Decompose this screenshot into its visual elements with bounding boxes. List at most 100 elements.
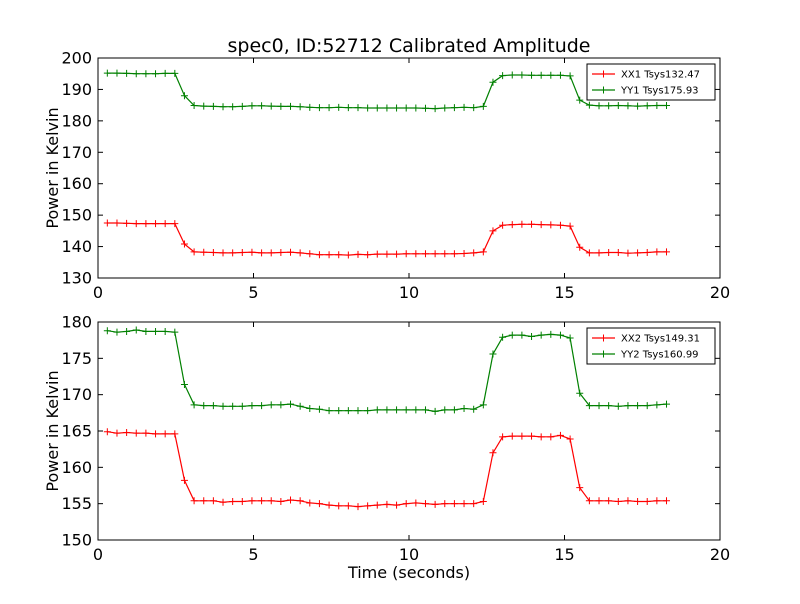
data-point (518, 220, 526, 228)
data-point (421, 250, 429, 258)
data-point (402, 250, 410, 258)
y-tick-label: 160 (61, 174, 92, 193)
data-point (258, 497, 266, 505)
data-point (200, 402, 208, 410)
y-tick-label: 130 (61, 269, 92, 288)
data-point (624, 102, 632, 110)
legend-box (586, 63, 716, 101)
data-point (344, 251, 352, 259)
data-point (547, 433, 555, 441)
data-point (499, 333, 507, 341)
data-point (132, 429, 140, 437)
data-point (277, 249, 285, 257)
data-point (306, 499, 314, 507)
x-axis-label: Time (seconds) (347, 563, 470, 582)
data-point (653, 248, 661, 256)
data-point (402, 104, 410, 112)
data-point (624, 402, 632, 410)
data-point (354, 250, 362, 258)
data-point (335, 407, 343, 415)
data-point (354, 407, 362, 415)
data-point (547, 71, 555, 79)
data-point (431, 105, 439, 113)
data-point (277, 102, 285, 110)
data-point (344, 502, 352, 510)
data-point (470, 104, 478, 112)
data-point (653, 401, 661, 409)
data-point (556, 331, 564, 339)
chart-title: spec0, ID:52712 Calibrated Amplitude (228, 35, 591, 57)
y-tick-label: 150 (61, 206, 92, 225)
x-tick-label: 0 (93, 545, 103, 564)
data-point (499, 72, 507, 80)
data-point (277, 497, 285, 505)
data-point (287, 102, 295, 110)
data-point (566, 435, 574, 443)
data-point (421, 500, 429, 508)
data-point (441, 250, 449, 258)
data-point (171, 430, 179, 438)
bottom-plot: 0 5 10 15 20 150 155 160 165 170 175 180 Power in Ke… (43, 313, 730, 583)
data-point (528, 220, 536, 228)
data-point (335, 103, 343, 111)
x-tick-label: 0 (93, 283, 103, 302)
data-point (479, 102, 487, 110)
data-point (634, 249, 642, 257)
y-tick-label: 200 (61, 49, 92, 68)
data-point (460, 500, 468, 508)
top-plot: 0 5 10 15 20 130 140 150 160 170 180 190 200 spec0, I… (43, 35, 730, 302)
data-point (180, 476, 188, 484)
data-point (142, 327, 150, 335)
data-point (200, 102, 208, 110)
data-point (180, 92, 188, 100)
data-point (402, 500, 410, 508)
data-point (219, 249, 227, 257)
data-point (306, 103, 314, 111)
data-point (585, 101, 593, 109)
y-tick-label: 155 (61, 494, 92, 513)
data-point (209, 497, 217, 505)
data-point (595, 249, 603, 257)
data-point (585, 497, 593, 505)
data-point (296, 249, 304, 257)
data-point (470, 500, 478, 508)
data-point (518, 432, 526, 440)
legend-marker (600, 86, 607, 94)
data-point (103, 69, 111, 77)
data-point (383, 406, 391, 414)
x-tick-label: 5 (248, 283, 258, 302)
data-point (315, 500, 323, 508)
data-point (528, 333, 536, 341)
data-point (566, 72, 574, 80)
data-point (537, 221, 545, 229)
data-point (489, 449, 497, 457)
data-point (450, 406, 458, 414)
x-tick-label: 15 (554, 283, 574, 302)
data-point (508, 221, 516, 229)
data-point (354, 104, 362, 112)
data-point (412, 250, 420, 258)
data-point (383, 500, 391, 508)
data-point (663, 248, 671, 256)
data-point (267, 102, 275, 110)
data-point (479, 497, 487, 505)
data-point (219, 498, 227, 506)
data-point (431, 500, 439, 508)
data-point (287, 400, 295, 408)
data-point (508, 331, 516, 339)
data-point (161, 69, 169, 77)
data-point (576, 389, 584, 397)
data-point (373, 406, 381, 414)
x-tick-label: 20 (710, 283, 730, 302)
data-point (325, 104, 333, 112)
data-point (296, 497, 304, 505)
y-tick-label: 180 (61, 111, 92, 130)
data-point (248, 102, 256, 110)
legend-marker (600, 334, 607, 342)
data-point (219, 402, 227, 410)
data-point (229, 103, 237, 111)
data-point (518, 71, 526, 79)
data-point (219, 103, 227, 111)
data-point (113, 429, 121, 437)
data-point (643, 497, 651, 505)
